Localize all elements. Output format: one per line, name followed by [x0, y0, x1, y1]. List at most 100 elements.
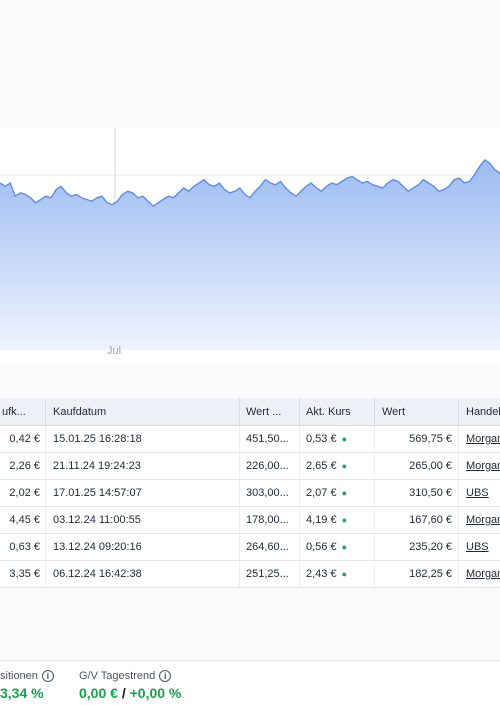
cell-wert-kauf: 303,00... [246, 480, 298, 506]
cell-handel-text[interactable]: UBS [466, 541, 489, 553]
live-indicator-icon: ● [341, 515, 348, 525]
cell-wert: 167,60 € [382, 507, 452, 533]
cell-wert-kauf-text: 251,25... [246, 568, 289, 580]
cell-kaufdatum: 21.11.24 19:24:23 [53, 453, 233, 479]
info-icon[interactable]: i [159, 670, 172, 682]
table-row[interactable]: 0,42 € 15.01.25 16:28:18 451,50... 0,53 € ● 5… [0, 426, 500, 453]
cell-wert-kauf: 451,50... [246, 426, 298, 452]
cell-wert-text: 167,60 € [409, 514, 452, 526]
cell-kaufkurs-text: 0,42 € [9, 433, 40, 445]
summary-footer: sitionen i 3,34 % G/V Tagestrend i 0,00 … [0, 660, 500, 705]
positions-value: 3,34 % [0, 685, 44, 701]
cell-handel-text[interactable]: Morgan [466, 568, 500, 580]
cell-kaufkurs-text: 3,35 € [9, 568, 40, 580]
cell-wert-kauf: 178,00... [246, 507, 298, 533]
cell-wert-kauf-text: 451,50... [246, 433, 289, 445]
cell-wert-text: 265,00 € [409, 460, 452, 472]
cell-kaufkurs-text: 2,02 € [9, 487, 40, 499]
cell-wert-kauf: 226,00... [246, 453, 298, 479]
trend-value-eur: 0,00 € [79, 685, 118, 701]
col-header-kaufdatum[interactable]: Kaufdatum [53, 405, 107, 418]
price-chart[interactable]: Jul [0, 128, 500, 364]
cell-handel[interactable]: Morgan [466, 426, 500, 452]
col-header-wert[interactable]: Wert [382, 405, 406, 418]
cell-kaufdatum: 03.12.24 11:00:55 [53, 507, 233, 533]
positions-label-group: sitionen i [0, 670, 54, 682]
table-header: ufk... Kaufdatum Wert ... Akt. Kurs Wert… [0, 398, 500, 426]
cell-akt-kurs: 2,43 € ● [306, 561, 372, 587]
cell-wert-kauf-text: 303,00... [246, 487, 289, 499]
cell-akt-kurs: 0,53 € ● [306, 426, 372, 452]
cell-wert-kauf-text: 264,60... [246, 541, 289, 553]
cell-kaufkurs-text: 0,63 € [9, 541, 40, 553]
cell-handel-text[interactable]: Morgan [466, 514, 500, 526]
cell-akt-kurs: 0,56 € ● [306, 534, 372, 560]
col-header-akt-kurs[interactable]: Akt. Kurs [306, 405, 351, 418]
cell-kaufdatum-text: 15.01.25 16:28:18 [53, 433, 142, 445]
cell-kaufdatum-text: 13.12.24 09:20:16 [53, 541, 142, 553]
col-header-handel[interactable]: Handel [466, 405, 500, 418]
cell-handel[interactable]: Morgan [466, 507, 500, 533]
cell-kaufdatum: 15.01.25 16:28:18 [53, 426, 233, 452]
table-row[interactable]: 0,63 € 13.12.24 09:20:16 264,60... 0,56 € ● 2… [0, 534, 500, 561]
cell-akt-kurs: 2,07 € ● [306, 480, 372, 506]
cell-kaufdatum-text: 06.12.24 16:42:38 [53, 568, 142, 580]
x-tick-label: Jul [107, 345, 121, 357]
cell-kaufkurs: 2,26 € [2, 453, 40, 479]
cell-akt-kurs: 4,19 € ● [306, 507, 372, 533]
table-row[interactable]: 4,45 € 03.12.24 11:00:55 178,00... 4,19 € ● 1… [0, 507, 500, 534]
table-body: 0,42 € 15.01.25 16:28:18 451,50... 0,53 € ● 5… [0, 426, 500, 588]
cell-akt-kurs-text: 2,07 € [306, 487, 337, 499]
cell-wert: 265,00 € [382, 453, 452, 479]
live-indicator-icon: ● [341, 488, 348, 498]
cell-wert-text: 569,75 € [409, 433, 452, 445]
cell-wert-text: 182,25 € [409, 568, 452, 580]
cell-akt-kurs-text: 2,65 € [306, 460, 337, 472]
table-row[interactable]: 3,35 € 06.12.24 16:42:38 251,25... 2,43 € ● 1… [0, 561, 500, 588]
cell-handel[interactable]: Morgan [466, 453, 500, 479]
cell-kaufdatum-text: 17.01.25 14:57:07 [53, 487, 142, 499]
cell-kaufdatum-text: 21.11.24 19:24:23 [53, 460, 141, 472]
cell-handel-text[interactable]: UBS [466, 487, 489, 499]
cell-handel-text[interactable]: Morgan [466, 433, 500, 445]
cell-wert-kauf-text: 178,00... [246, 514, 289, 526]
cell-handel[interactable]: UBS [466, 480, 500, 506]
cell-handel[interactable]: Morgan [466, 561, 500, 587]
cell-wert-text: 235,20 € [409, 541, 452, 553]
cell-kaufkurs-text: 2,26 € [9, 460, 40, 472]
positions-table: ufk... Kaufdatum Wert ... Akt. Kurs Wert… [0, 398, 500, 588]
cell-handel[interactable]: UBS [466, 534, 500, 560]
cell-wert-kauf-text: 226,00... [246, 460, 289, 472]
cell-kaufkurs: 2,02 € [2, 480, 40, 506]
cell-wert: 235,20 € [382, 534, 452, 560]
positions-label: sitionen [0, 670, 38, 682]
price-chart-svg: Jul [0, 128, 500, 357]
cell-handel-text[interactable]: Morgan [466, 460, 500, 472]
cell-kaufdatum: 17.01.25 14:57:07 [53, 480, 233, 506]
table-row[interactable]: 2,02 € 17.01.25 14:57:07 303,00... 2,07 € ● 3… [0, 480, 500, 507]
live-indicator-icon: ● [341, 542, 348, 552]
cell-kaufkurs-text: 4,45 € [9, 514, 40, 526]
trend-separator: / [121, 685, 126, 701]
info-icon[interactable]: i [41, 670, 54, 682]
price-line [0, 158, 500, 207]
col-header-kaufkurs[interactable]: ufk... [2, 405, 26, 418]
col-header-wert-kauf[interactable]: Wert ... [246, 405, 282, 418]
cell-wert-text: 310,50 € [409, 487, 452, 499]
trend-label-group: G/V Tagestrend i [79, 670, 172, 682]
top-area [0, 0, 500, 128]
live-indicator-icon: ● [341, 434, 348, 444]
cell-akt-kurs: 2,65 € ● [306, 453, 372, 479]
cell-akt-kurs-text: 4,19 € [306, 514, 337, 526]
cell-akt-kurs-text: 0,53 € [306, 433, 337, 445]
cell-kaufkurs: 3,35 € [2, 561, 40, 587]
table-row[interactable]: 2,26 €21.11.24 19:24:23 226,00... 2,65 € ● 2… [0, 453, 500, 480]
price-area [0, 159, 500, 350]
cell-akt-kurs-text: 0,56 € [306, 541, 337, 553]
trend-value: 0,00 € / +0,00 % [79, 685, 181, 701]
cell-kaufkurs: 0,63 € [2, 534, 40, 560]
cell-wert: 310,50 € [382, 480, 452, 506]
cell-kaufdatum-text: 03.12.24 11:00:55 [53, 514, 141, 526]
trend-label: G/V Tagestrend [79, 670, 156, 682]
